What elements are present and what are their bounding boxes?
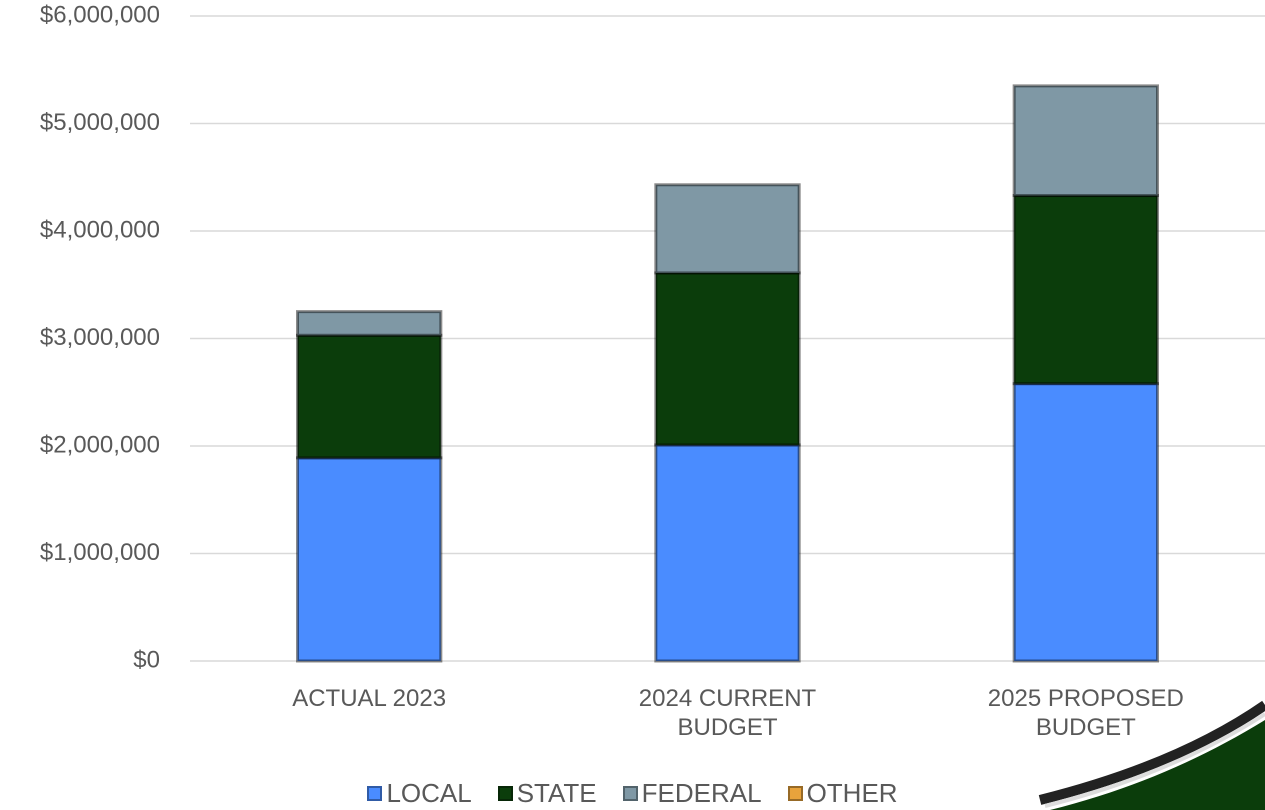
bar-segment [654,183,801,275]
bar-segment [296,333,443,460]
bar-segment [654,443,801,663]
bar-segment [654,271,801,447]
legend-swatch [367,786,383,801]
bar-segment [1012,382,1160,663]
legend-label: OTHER [806,778,898,808]
legend-item: FEDERAL [622,778,762,809]
bar-segment [1012,84,1160,198]
bar-segment [296,456,443,663]
legend-item: OTHER [787,778,898,809]
bar-segment [296,310,443,337]
x-tick-label: 2024 CURRENT BUDGET [638,685,817,741]
y-tick-label: $1,000,000 [40,539,160,566]
legend-label: STATE [516,778,597,808]
legend-swatch [622,786,638,801]
legend-item: LOCAL [367,778,472,809]
legend-swatch [787,786,803,801]
legend-label: FEDERAL [641,778,762,808]
decor-swoosh-edge [1038,700,1265,805]
x-tick-label: ACTUAL 2023 [292,685,447,712]
legend-item: STATE [497,778,597,809]
y-tick-label: $2,000,000 [40,431,160,458]
y-tick-label: $5,000,000 [40,109,160,136]
legend-swatch [497,786,513,801]
legend: LOCAL STATE FEDERAL OTHER [0,778,1265,809]
bar-segment [1012,194,1160,386]
y-tick-label: $3,000,000 [40,324,160,351]
y-tick-label: $6,000,000 [40,1,160,28]
legend-label: LOCAL [386,778,472,808]
decor-swoosh [1050,720,1265,810]
x-tick-label: 2025 PROPOSED BUDGET [987,685,1184,741]
y-tick-label: $4,000,000 [40,216,160,243]
y-tick-label: $0 [133,646,160,673]
decor-swoosh-line [1044,712,1265,808]
